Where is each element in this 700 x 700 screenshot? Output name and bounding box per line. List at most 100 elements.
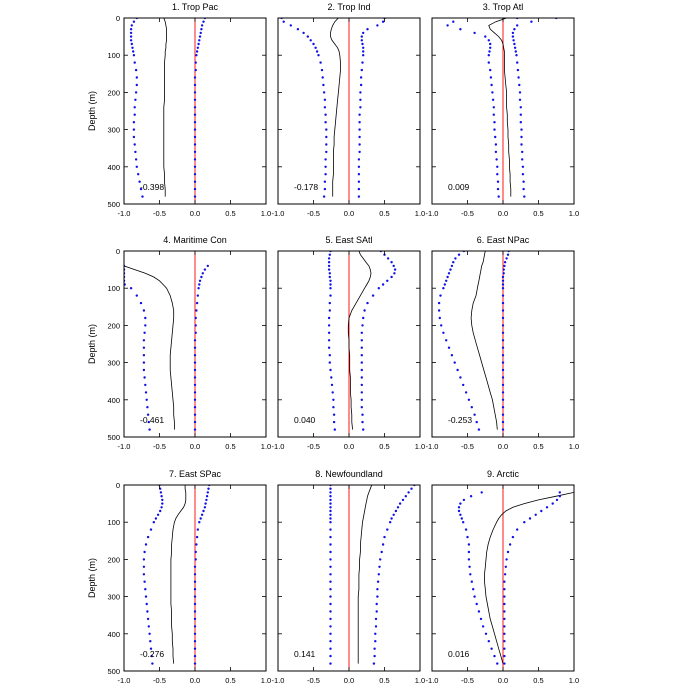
upper-bound-dot xyxy=(194,68,197,72)
lower-bound-dot xyxy=(327,324,331,327)
upper-bound-dot xyxy=(503,647,506,650)
upper-bound-dot xyxy=(519,113,522,116)
y-tick-label: 500 xyxy=(107,667,120,676)
upper-bound-dot xyxy=(501,420,505,424)
lower-bound-dot xyxy=(144,383,147,387)
lower-bound-dot xyxy=(142,565,146,568)
upper-bound-dot xyxy=(515,54,518,57)
lower-bound-dot xyxy=(447,272,451,275)
upper-bound-dot xyxy=(501,428,505,431)
lower-bound-dot xyxy=(132,121,136,124)
lower-bound-dot xyxy=(469,495,473,498)
x-tick-label: 0.5 xyxy=(533,676,543,685)
lower-bound-dot xyxy=(467,543,471,546)
lower-bound-dot xyxy=(329,535,332,539)
lower-bound-dot xyxy=(460,517,463,520)
lower-bound-dot xyxy=(150,654,153,658)
x-tick-label: 1.0 xyxy=(569,676,579,685)
upper-bound-dot xyxy=(518,83,521,87)
upper-bound-dot xyxy=(196,528,199,531)
panel-4: 4. Maritime Con -1.0 -0.5 0.0 0.5 1.0 0 100 200 3… xyxy=(87,235,271,451)
upper-bound-dot xyxy=(521,173,525,176)
lower-bound-dot xyxy=(488,50,491,53)
upper-bound-dot xyxy=(195,301,199,305)
mean-profile-line xyxy=(484,492,574,664)
lower-bound-dot xyxy=(161,502,164,505)
upper-bound-dot xyxy=(381,283,385,286)
panel-title: 4. Maritime Con xyxy=(163,235,227,245)
lower-bound-dot xyxy=(487,54,490,57)
lower-bound-dot xyxy=(135,83,138,87)
lower-bound-dot xyxy=(143,550,146,554)
upper-bound-dot xyxy=(376,24,379,27)
lower-bound-dot xyxy=(330,376,333,379)
upper-bound-dot xyxy=(200,28,203,31)
upper-bound-dot xyxy=(528,517,532,520)
lower-bound-dot xyxy=(159,491,163,494)
upper-bound-dot xyxy=(207,487,210,490)
upper-bound-dot xyxy=(193,361,197,364)
upper-bound-dot xyxy=(503,654,506,658)
upper-bound-dot xyxy=(401,498,405,502)
upper-bound-dot xyxy=(358,135,361,139)
lower-bound-dot xyxy=(459,376,462,379)
lower-bound-dot xyxy=(468,565,471,568)
upper-bound-dot xyxy=(199,517,202,520)
upper-bound-dot xyxy=(372,662,376,665)
upper-bound-dot xyxy=(194,316,197,320)
lower-bound-dot xyxy=(494,143,498,146)
upper-bound-dot xyxy=(513,46,517,49)
lower-bound-dot xyxy=(329,283,332,286)
lower-bound-dot xyxy=(324,121,327,124)
upper-bound-dot xyxy=(393,272,396,275)
x-tick-label: -1.0 xyxy=(426,676,439,685)
lower-bound-dot xyxy=(133,61,136,64)
upper-bound-dot xyxy=(381,20,385,23)
y-tick-label: 0 xyxy=(116,481,120,490)
lower-bound-dot xyxy=(143,580,146,583)
panel-9: 9. Arctic -1.0 -0.5 0.0 0.5 1.0 0.016 xyxy=(426,469,580,685)
upper-bound-dot xyxy=(360,398,363,401)
lower-bound-dot xyxy=(134,68,138,72)
upper-bound-dot xyxy=(501,294,505,297)
upper-bound-dot xyxy=(197,287,200,290)
upper-bound-dot xyxy=(374,632,377,635)
lower-bound-dot xyxy=(329,610,332,613)
upper-bound-dot xyxy=(193,135,197,139)
upper-bound-dot xyxy=(366,301,369,305)
upper-bound-dot xyxy=(199,31,202,35)
x-tick-label: -0.5 xyxy=(461,676,474,685)
upper-bound-dot xyxy=(501,413,505,416)
lower-bound-dot xyxy=(328,272,331,275)
panel-title: 8. Newfoundland xyxy=(315,469,383,479)
lower-bound-dot xyxy=(329,588,332,591)
lower-bound-dot xyxy=(130,24,133,27)
upper-bound-dot xyxy=(523,195,526,198)
upper-bound-dot xyxy=(503,595,506,598)
upper-bound-dot xyxy=(508,543,512,546)
lower-bound-dot xyxy=(143,331,146,334)
upper-bound-dot xyxy=(390,517,393,520)
upper-bound-dot xyxy=(193,354,197,357)
lower-bound-dot xyxy=(142,346,146,349)
upper-bound-dot xyxy=(357,180,361,183)
lower-bound-dot xyxy=(329,502,332,505)
lower-bound-dot xyxy=(493,654,496,658)
upper-bound-dot xyxy=(363,309,366,312)
panel-7: 7. East SPac -1.0 -0.5 0.0 0.5 1.0 0 100 200 300 4… xyxy=(87,469,271,685)
lower-bound-dot xyxy=(135,76,138,79)
lower-bound-dot xyxy=(484,632,488,635)
lower-bound-dot xyxy=(328,253,331,256)
upper-bound-dot xyxy=(407,491,410,494)
upper-bound-dot xyxy=(404,495,407,498)
upper-bound-dot xyxy=(205,498,208,502)
y-tick-label: 500 xyxy=(107,200,120,209)
upper-bound-dot xyxy=(522,187,525,191)
lower-bound-dot xyxy=(477,610,481,613)
upper-bound-dot xyxy=(358,150,361,154)
x-tick-label: 1.0 xyxy=(261,676,271,685)
upper-bound-dot xyxy=(195,50,199,53)
lower-bound-dot xyxy=(329,294,332,297)
upper-bound-dot xyxy=(193,91,197,94)
lower-bound-dot xyxy=(327,261,331,264)
